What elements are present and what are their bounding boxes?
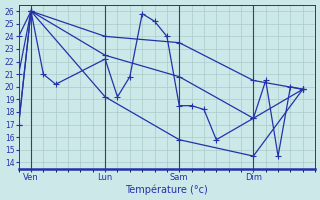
X-axis label: Température (°c): Température (°c) <box>125 185 208 195</box>
